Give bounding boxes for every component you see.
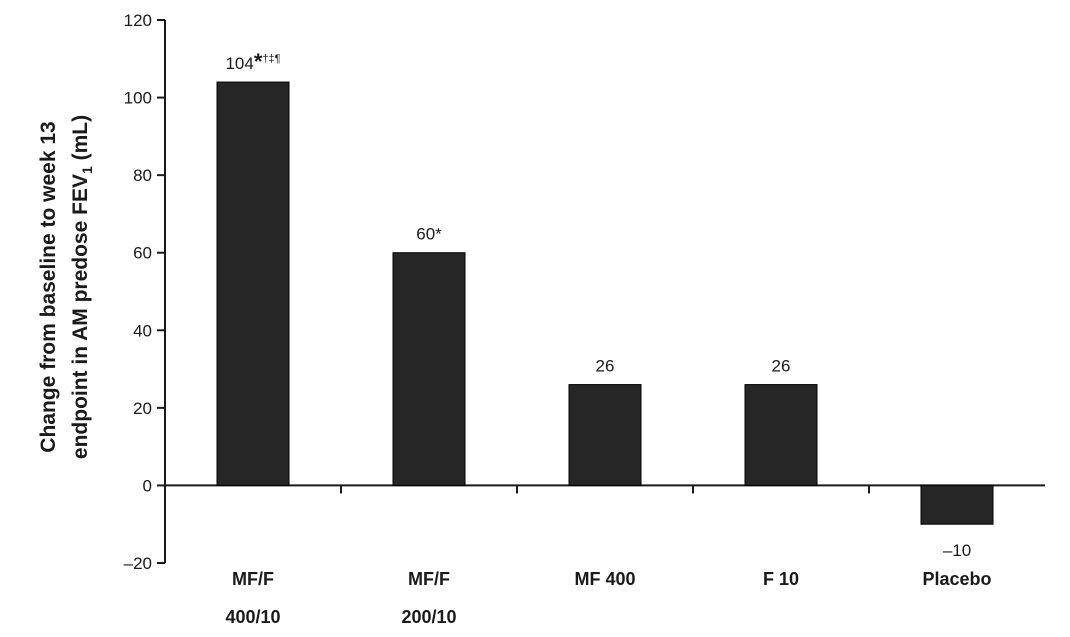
category-label: MF/F [408,569,450,589]
y-tick-label: 40 [133,321,152,340]
bar [568,384,642,486]
axes: –20 0 20 40 60 80 100 120 [124,11,1045,573]
y-axis-title-line2: endpoint in AM predose FEV1 (mL) [69,115,95,459]
y-tick-label: 80 [133,166,152,185]
category-label: MF 400 [574,569,635,589]
y-tick-label: 100 [124,89,152,108]
category-label: F 10 [763,569,799,589]
category-label: 200/10 [401,607,456,627]
data-label: 26 [596,357,615,376]
bar [216,81,290,486]
y-tick-label: 20 [133,399,152,418]
y-axis-title: Change from baseline to week 13 endpoint… [37,115,95,459]
data-labels: 104*†‡¶ 60* 26 26 –10 [225,49,971,560]
data-label: 104*†‡¶ [225,49,280,74]
y-axis-title-line1: Change from baseline to week 13 [37,121,60,452]
category-label: Placebo [922,569,991,589]
y-tick-label: 0 [143,476,152,495]
data-label: 60* [416,225,442,244]
bar [920,484,994,525]
bar [392,252,466,486]
bars [216,81,994,525]
data-label: –10 [943,541,971,560]
category-label: MF/F [232,569,274,589]
y-tick-label: –20 [124,554,152,573]
data-label: 26 [772,357,791,376]
category-label: 400/10 [225,607,280,627]
y-tick-label: 120 [124,11,152,30]
y-tick-label: 60 [133,244,152,263]
bar [744,384,818,486]
category-labels: MF/F 400/10 MF/F 200/10 MF 400 F 10 Placebo [225,569,991,627]
